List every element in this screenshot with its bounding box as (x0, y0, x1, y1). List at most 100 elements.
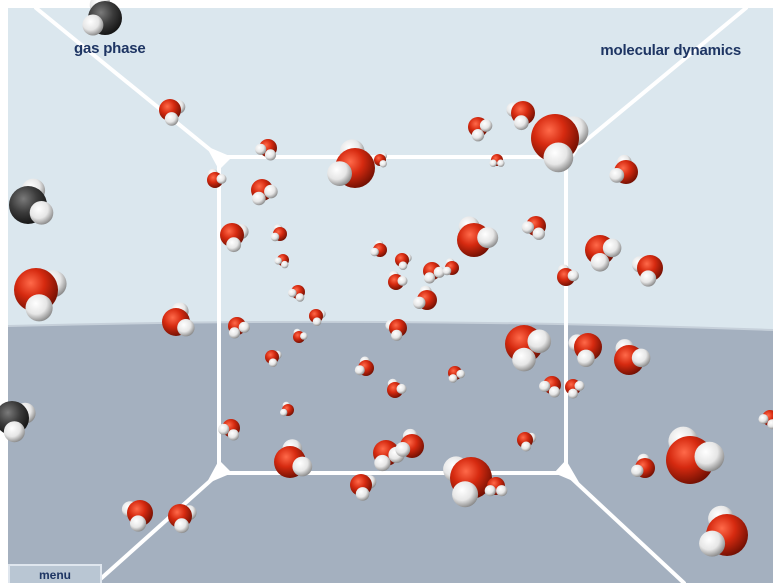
hydrogen-atom (423, 272, 436, 284)
water-molecule (288, 285, 305, 302)
water-molecule (207, 168, 227, 188)
hydrogen-atom (327, 161, 352, 187)
hydrogen-atom (590, 252, 610, 272)
hydrogen-atom (82, 14, 104, 36)
water-molecule (270, 224, 287, 242)
hydrogen-atom (456, 369, 466, 379)
hydrogen-atom (543, 142, 574, 173)
water-molecule (468, 117, 493, 142)
water-molecule (388, 270, 408, 290)
water-molecule (251, 179, 278, 206)
water-molecule (631, 255, 663, 287)
hydrogen-atom (413, 296, 426, 309)
hydrogen-atom (527, 329, 552, 354)
hydrogen-atom (312, 317, 322, 327)
hydrogen-atom (433, 266, 445, 278)
hydrogen-atom (130, 515, 147, 532)
water-molecule (666, 426, 725, 484)
water-molecule (413, 285, 437, 310)
water-molecule (631, 453, 655, 478)
hydrogen-atom (567, 270, 579, 282)
water-molecule (293, 328, 308, 343)
water-molecule (218, 419, 240, 441)
simulation-box (34, 6, 748, 583)
water-molecule (521, 216, 546, 240)
method-label: molecular dynamics (600, 42, 741, 59)
water-molecule (370, 240, 387, 257)
water-molecule (484, 477, 508, 497)
water-molecule (354, 356, 374, 376)
water-molecule (220, 223, 249, 253)
hydrogen-atom (631, 464, 644, 477)
water-molecule (228, 317, 250, 339)
water-molecule (265, 350, 282, 368)
water-molecule (517, 432, 537, 452)
hydrogen-atom (479, 119, 493, 132)
hydrogen-atom (694, 441, 725, 472)
water-molecule (168, 504, 197, 534)
water-molecule (506, 101, 535, 131)
hydrogen-atom (218, 423, 230, 435)
water-molecule (614, 339, 651, 375)
water-molecule (531, 114, 589, 173)
water-molecule (159, 99, 186, 126)
hydrogen-atom (292, 456, 313, 477)
hydrogen-atom (3, 421, 25, 443)
hydrogen-atom (448, 374, 458, 383)
hydrogen-atom (397, 275, 408, 286)
water-molecule (9, 178, 54, 225)
water-molecule (121, 500, 153, 532)
water-molecule (14, 268, 67, 322)
water-molecule (309, 309, 326, 327)
hydrogen-atom (379, 160, 387, 168)
hydrogen-atom (398, 261, 408, 271)
hydrogen-atom (477, 227, 499, 249)
phase-label: gas phase (74, 40, 146, 57)
hydrogen-atom (29, 201, 54, 225)
hydrogen-atom (497, 159, 505, 167)
water-molecule (505, 325, 552, 372)
hydrogen-atom (577, 349, 595, 367)
hydrogen-atom (699, 530, 726, 557)
hydrogen-atom (471, 129, 485, 142)
hydrogen-atom (521, 221, 535, 234)
water-molecule (82, 0, 122, 36)
menu-button[interactable]: menu (8, 564, 102, 583)
hydrogen-atom (238, 321, 250, 333)
water-molecule (585, 235, 622, 272)
hydrogen-atom (354, 365, 365, 376)
hydrogen-atom (295, 293, 305, 302)
water-molecule (557, 264, 579, 286)
water-molecule (0, 401, 36, 443)
water-molecule (489, 154, 505, 167)
hydrogen-atom (602, 238, 622, 258)
hydrogen-atom (758, 414, 769, 425)
hydrogen-atom (548, 386, 561, 398)
water-molecule (442, 258, 459, 276)
water-molecule (395, 428, 424, 458)
water-molecule (350, 474, 377, 501)
hydrogen-atom (395, 442, 411, 457)
hydrogen-atom (442, 266, 452, 276)
water-molecule (255, 139, 277, 161)
hydrogen-atom (227, 429, 240, 441)
water-molecule (385, 319, 407, 341)
hydrogen-atom (264, 184, 278, 199)
water-molecule (280, 401, 294, 417)
water-molecule (565, 379, 585, 399)
hydrogen-atom (374, 454, 391, 472)
hydrogen-atom (484, 485, 496, 497)
hydrogen-atom (177, 319, 195, 337)
hydrogen-atom (496, 485, 508, 497)
water-molecule (568, 333, 602, 367)
water-molecule (443, 456, 492, 508)
water-molecule (448, 366, 466, 383)
hydrogen-atom (25, 294, 53, 322)
hydrogen-atom (255, 143, 267, 155)
hydrogen-atom (274, 257, 282, 265)
hydrogen-atom (216, 173, 227, 184)
hydrogen-atom (370, 247, 379, 257)
hydrogen-atom (252, 191, 266, 206)
hydrogen-atom (532, 227, 545, 240)
